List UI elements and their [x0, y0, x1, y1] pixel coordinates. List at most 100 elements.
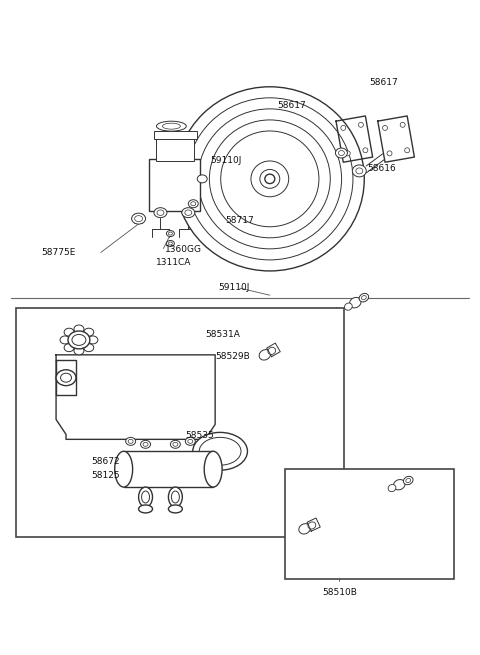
Ellipse shape — [68, 331, 90, 349]
Ellipse shape — [387, 151, 392, 156]
Ellipse shape — [359, 122, 363, 127]
Ellipse shape — [359, 293, 369, 302]
Ellipse shape — [265, 174, 275, 183]
Ellipse shape — [341, 126, 346, 130]
Polygon shape — [56, 360, 76, 394]
Ellipse shape — [400, 122, 405, 127]
Ellipse shape — [64, 344, 74, 352]
Ellipse shape — [349, 297, 361, 308]
Text: 58535: 58535 — [185, 432, 214, 440]
Ellipse shape — [185, 210, 192, 215]
Ellipse shape — [345, 151, 350, 156]
Text: 58717: 58717 — [225, 215, 254, 225]
Ellipse shape — [188, 200, 198, 208]
Ellipse shape — [162, 123, 180, 129]
Ellipse shape — [185, 438, 195, 445]
Ellipse shape — [338, 151, 344, 155]
Ellipse shape — [74, 347, 84, 355]
Ellipse shape — [199, 438, 241, 465]
Ellipse shape — [336, 148, 348, 158]
Ellipse shape — [173, 442, 178, 446]
Ellipse shape — [139, 487, 153, 507]
Ellipse shape — [405, 148, 409, 153]
Ellipse shape — [198, 109, 342, 249]
Text: 1360GG: 1360GG — [166, 246, 203, 255]
Ellipse shape — [168, 487, 182, 507]
Ellipse shape — [188, 440, 193, 443]
Text: 58531A: 58531A — [205, 330, 240, 339]
Ellipse shape — [171, 491, 180, 503]
Bar — [154, 131, 197, 139]
Ellipse shape — [221, 131, 319, 227]
Ellipse shape — [74, 325, 84, 333]
Ellipse shape — [134, 215, 143, 221]
Ellipse shape — [84, 344, 94, 352]
Polygon shape — [56, 355, 215, 440]
Ellipse shape — [142, 491, 150, 503]
Ellipse shape — [141, 440, 151, 448]
Text: 58672: 58672 — [91, 457, 120, 466]
Ellipse shape — [268, 347, 276, 354]
Bar — [16, 308, 344, 537]
Text: 59110J: 59110J — [210, 156, 241, 165]
Ellipse shape — [394, 479, 405, 490]
Ellipse shape — [345, 303, 352, 310]
Ellipse shape — [156, 121, 186, 131]
Ellipse shape — [60, 373, 72, 382]
Ellipse shape — [299, 523, 311, 534]
Ellipse shape — [361, 295, 366, 300]
Text: 58775E: 58775E — [41, 248, 75, 257]
Ellipse shape — [139, 505, 153, 513]
Text: 58617: 58617 — [278, 102, 307, 110]
Text: 58125: 58125 — [91, 471, 120, 480]
Ellipse shape — [167, 231, 174, 236]
Ellipse shape — [182, 208, 195, 217]
Ellipse shape — [388, 485, 396, 492]
Bar — [285, 469, 454, 578]
Ellipse shape — [115, 451, 132, 487]
Ellipse shape — [193, 432, 248, 470]
Ellipse shape — [64, 328, 74, 336]
Ellipse shape — [383, 126, 387, 130]
Ellipse shape — [157, 210, 164, 215]
Ellipse shape — [72, 335, 86, 345]
Ellipse shape — [60, 336, 70, 344]
Polygon shape — [307, 518, 320, 531]
Ellipse shape — [168, 505, 182, 513]
Text: 59110J: 59110J — [218, 283, 250, 292]
Ellipse shape — [251, 161, 288, 196]
Ellipse shape — [170, 440, 180, 448]
Ellipse shape — [84, 328, 94, 336]
Ellipse shape — [168, 232, 172, 235]
Ellipse shape — [406, 478, 411, 483]
Ellipse shape — [403, 476, 413, 485]
Ellipse shape — [204, 451, 222, 487]
Ellipse shape — [88, 336, 98, 344]
Text: 1311CA: 1311CA — [156, 259, 191, 267]
Ellipse shape — [259, 350, 271, 360]
Ellipse shape — [260, 170, 280, 188]
Text: 58529B: 58529B — [215, 352, 250, 361]
Bar — [156, 137, 194, 161]
Text: 58510B: 58510B — [322, 588, 357, 597]
Ellipse shape — [191, 202, 196, 206]
Polygon shape — [336, 116, 372, 162]
Ellipse shape — [363, 148, 368, 153]
Ellipse shape — [128, 440, 133, 443]
Polygon shape — [267, 343, 280, 357]
Text: 58617: 58617 — [369, 79, 398, 88]
Ellipse shape — [352, 165, 366, 177]
Bar — [148, 159, 200, 211]
Ellipse shape — [197, 175, 207, 183]
Ellipse shape — [132, 213, 145, 224]
Ellipse shape — [154, 208, 167, 217]
Ellipse shape — [168, 242, 172, 245]
Ellipse shape — [187, 98, 353, 260]
Bar — [124, 451, 213, 487]
Ellipse shape — [175, 86, 364, 271]
Ellipse shape — [167, 240, 174, 246]
Ellipse shape — [143, 442, 148, 446]
Text: 58616: 58616 — [367, 164, 396, 173]
Ellipse shape — [56, 370, 76, 386]
Ellipse shape — [356, 168, 363, 174]
